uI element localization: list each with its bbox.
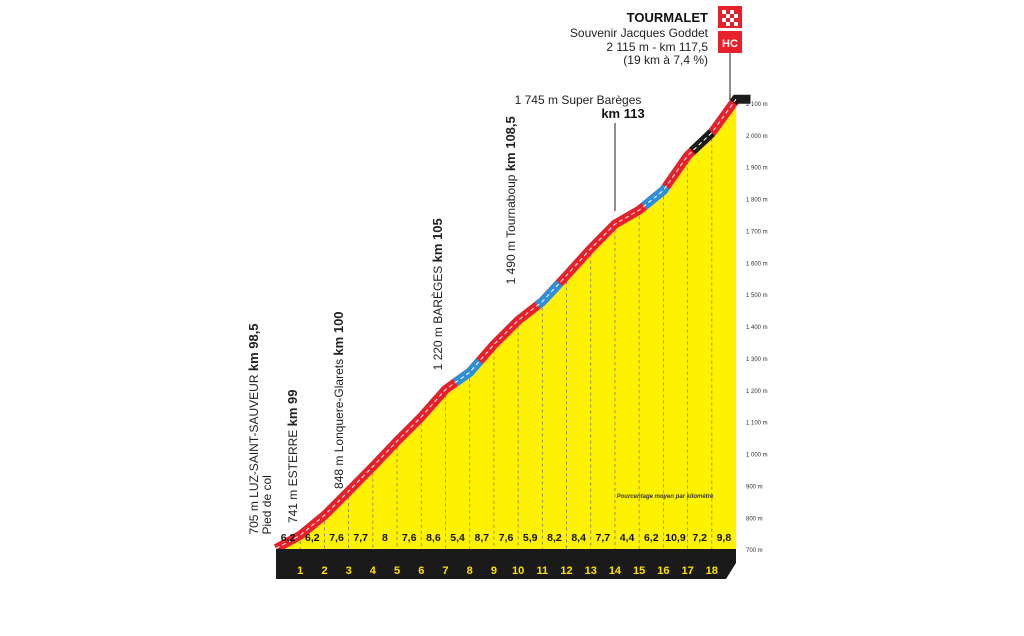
gradient-label: 8 xyxy=(382,532,388,544)
gradient-label: 5,9 xyxy=(523,532,538,544)
waypoint-label: 1 745 m Super Barèges xyxy=(515,93,642,107)
summit-altitude-km: 2 115 m - km 117,5 xyxy=(606,40,708,54)
summit-header: TOURMALET Souvenir Jacques Goddet 2 115 … xyxy=(570,6,742,100)
waypoint-km-label: km 100 xyxy=(331,311,346,355)
waypoint-label: 1 220 m BARÈGES km 105 xyxy=(430,218,445,370)
km-label: 15 xyxy=(633,565,645,577)
waypoint-label: 705 m LUZ-SAINT-SAUVEUR km 98,5 xyxy=(246,323,261,534)
y-tick-label: 1 300 m xyxy=(746,357,768,363)
km-label: 3 xyxy=(346,565,352,577)
km-label: 2 xyxy=(321,565,327,577)
gradient-label: 9,8 xyxy=(717,532,732,544)
y-axis: 700 m 800 m 900 m 1 000 m 1 100 m 1 200 m 1 30… xyxy=(746,102,768,554)
waypoint-group: 848 m Lonquere-Glarets km 100 xyxy=(331,311,346,489)
waypoint-km-label: km 105 xyxy=(430,218,445,262)
y-tick-label: 1 500 m xyxy=(746,293,768,299)
road-line xyxy=(273,94,751,553)
km-label: 12 xyxy=(560,565,572,577)
finish-flag-icon xyxy=(718,6,742,28)
gradient-labels: 6,2 6,2 7,6 7,7 8 7,6 8,6 5,4 8,7 7,6 5,9 8,2 8,4 7,7… xyxy=(281,532,732,544)
gradient-label: 8,2 xyxy=(547,532,562,544)
waypoint-label: 741 m ESTERRE km 99 xyxy=(285,389,300,523)
gradient-label: 7,6 xyxy=(402,532,417,544)
waypoint-km-label: km 113 xyxy=(601,106,644,121)
km-label: 4 xyxy=(370,565,377,577)
km-label: 10 xyxy=(512,565,524,577)
gradient-label: 7,6 xyxy=(329,532,344,544)
km-label: 16 xyxy=(657,565,669,577)
summit-subtitle: Souvenir Jacques Goddet xyxy=(570,26,709,40)
km-label: 18 xyxy=(706,565,718,577)
base-band xyxy=(276,549,736,579)
km-label: 14 xyxy=(609,565,622,577)
waypoint-group: 1 490 m Tournaboup km 108,5 xyxy=(503,116,518,284)
gradient-label: 8,7 xyxy=(474,532,489,544)
y-tick-label: 1 900 m xyxy=(746,166,768,172)
y-tick-label: 1 400 m xyxy=(746,325,768,331)
waypoint-label: 1 490 m Tournaboup km 108,5 xyxy=(503,116,518,284)
km-label: 11 xyxy=(536,565,548,577)
profile-fill xyxy=(276,99,736,549)
km-labels: 1 2 3 4 5 6 7 8 9 10 11 12 13 14 15 16 17 18 xyxy=(297,565,718,577)
y-tick-label: 2 000 m xyxy=(746,134,768,140)
y-tick-label: 1 200 m xyxy=(746,389,768,395)
summit-climb-stats: (19 km à 7,4 %) xyxy=(623,53,708,67)
km-label: 8 xyxy=(467,565,473,577)
km-label: 6 xyxy=(418,565,424,577)
profile-area xyxy=(276,99,736,549)
gradient-label: 8,6 xyxy=(426,532,441,544)
waypoint-group: 1 220 m BARÈGES km 105 xyxy=(430,218,445,370)
km-label: 9 xyxy=(491,565,497,577)
average-gradient-note: Pourcentage moyen par kilomètre xyxy=(617,494,714,500)
waypoint-note: Pied de col xyxy=(260,475,274,534)
gradient-label: 8,4 xyxy=(571,532,586,544)
waypoint-km-label: km 108,5 xyxy=(503,116,518,171)
gradient-label: 6,2 xyxy=(281,532,296,544)
category-label: HC xyxy=(722,38,738,50)
waypoint-label: 848 m Lonquere-Glarets km 100 xyxy=(331,311,346,489)
summit-name: TOURMALET xyxy=(627,10,708,25)
km-gridlines xyxy=(299,138,713,549)
road-centerline xyxy=(275,98,737,549)
y-tick-label: 1 600 m xyxy=(746,261,768,267)
y-tick-label: 900 m xyxy=(746,484,763,490)
y-tick-label: 1 000 m xyxy=(746,453,768,459)
gradient-label: 7,7 xyxy=(596,532,611,544)
gradient-label: 5,4 xyxy=(450,532,465,544)
gradient-label: 10,9 xyxy=(665,532,686,544)
gradient-label: 7,2 xyxy=(692,532,707,544)
waypoint-group: 741 m ESTERRE km 99 xyxy=(285,389,300,523)
gradient-label: 7,6 xyxy=(499,532,514,544)
km-label: 5 xyxy=(394,565,400,577)
waypoint-km-label: km 99 xyxy=(285,389,300,426)
y-tick-label: 800 m xyxy=(746,516,763,522)
profile-base xyxy=(276,549,736,579)
km-label: 1 xyxy=(297,565,303,577)
gradient-label: 4,4 xyxy=(620,532,635,544)
gradient-label: 6,2 xyxy=(305,532,320,544)
km-label: 13 xyxy=(585,565,597,577)
gradient-label: 7,7 xyxy=(353,532,368,544)
y-tick-label: 700 m xyxy=(746,548,763,554)
km-label: 17 xyxy=(681,565,693,577)
y-tick-label: 2 100 m xyxy=(746,102,768,108)
km-label: 7 xyxy=(442,565,448,577)
y-tick-label: 1 100 m xyxy=(746,421,768,427)
gradient-label: 6,2 xyxy=(644,532,659,544)
category-badge: HC xyxy=(718,31,742,53)
y-tick-label: 1 800 m xyxy=(746,198,768,204)
waypoint-km-label: km 98,5 xyxy=(246,323,261,371)
y-tick-label: 1 700 m xyxy=(746,229,768,235)
